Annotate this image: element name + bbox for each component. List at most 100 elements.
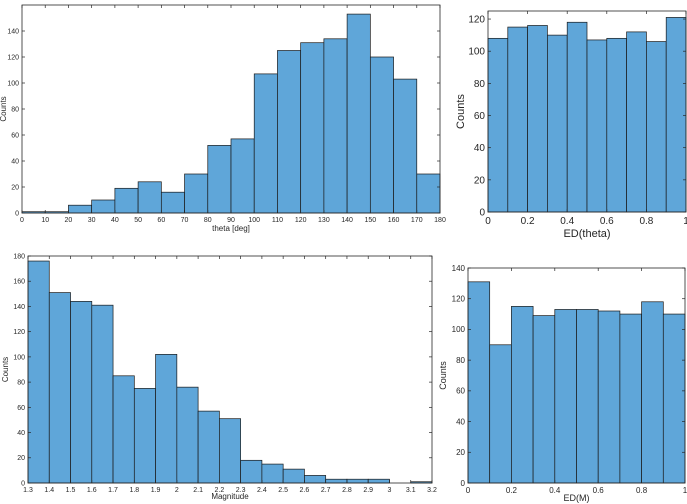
histogram-bar <box>566 21 588 213</box>
y-tick-label: 20 <box>17 455 25 462</box>
x-tick-label: 20 <box>65 217 73 224</box>
x-tick-label: 180 <box>434 217 446 224</box>
x-tick-label: 2.2 <box>215 487 225 494</box>
histogram-bar <box>576 309 599 484</box>
x-tick-label: 3.1 <box>406 487 416 494</box>
axes-box <box>487 10 687 213</box>
y-tick-label: 100 <box>468 47 485 58</box>
histogram-bar <box>369 56 394 214</box>
histogram-bar <box>184 173 209 214</box>
histogram-bar <box>282 468 305 484</box>
y-tick-label: 40 <box>11 158 19 165</box>
x-tick-label: 1.8 <box>129 487 139 494</box>
y-tick-label: 160 <box>13 279 25 286</box>
histogram-bar <box>91 199 116 214</box>
x-tick-label: 0.4 <box>560 216 574 227</box>
y-tick-label: 80 <box>17 380 25 387</box>
x-tick-label: 110 <box>272 217 283 224</box>
histogram-bar <box>416 173 441 214</box>
histogram-bar <box>547 34 568 213</box>
y-tick-label: 80 <box>456 356 465 365</box>
x-tick-label: 130 <box>318 217 330 224</box>
histogram-bar <box>532 315 556 484</box>
histogram-bar <box>554 309 577 484</box>
y-tick-label: 140 <box>13 304 25 311</box>
x-tick-label: 2.6 <box>300 487 310 494</box>
x-tick-label: 2.5 <box>278 487 288 494</box>
histogram-bar <box>253 73 278 214</box>
histogram-bar <box>467 281 491 484</box>
y-tick-label: 60 <box>474 111 486 122</box>
y-tick-label: 100 <box>452 325 466 334</box>
histogram-bar <box>137 181 162 214</box>
x-tick-label: 3.2 <box>427 487 437 494</box>
axes-box <box>27 255 433 484</box>
histogram-bar <box>367 478 390 484</box>
histogram-bar <box>304 475 327 484</box>
y-tick-label: 20 <box>474 175 486 186</box>
histogram-bar <box>487 37 509 213</box>
y-tick-label: 80 <box>11 106 19 113</box>
y-tick-label: 100 <box>7 80 19 87</box>
x-tick-label: 0.2 <box>506 486 518 495</box>
histogram-bar <box>207 145 232 214</box>
y-tick-label: 140 <box>7 28 19 35</box>
x-tick-label: 2.3 <box>236 487 246 494</box>
x-tick-label: 1.4 <box>44 487 54 494</box>
histogram-bar <box>626 31 647 213</box>
histogram-bar <box>48 292 71 484</box>
y-tick-label: 40 <box>474 143 486 154</box>
x-tick-label: 0.2 <box>521 216 535 227</box>
x-tick-label: 2.8 <box>342 487 352 494</box>
y-tick-label: 60 <box>11 132 19 139</box>
histogram-bar <box>662 313 686 484</box>
x-tick-label: 2.7 <box>321 487 331 494</box>
y-tick-label: 0 <box>479 208 485 219</box>
histogram-bar <box>91 304 114 484</box>
y-tick-label: 40 <box>456 417 465 426</box>
x-tick-label: 40 <box>111 217 119 224</box>
x-tick-label: 1 <box>683 216 687 227</box>
x-tick-label: 90 <box>227 217 235 224</box>
histogram-bar <box>112 375 135 484</box>
y-tick-label: 120 <box>13 329 25 336</box>
x-tick-label: 0.6 <box>600 216 614 227</box>
axes-box <box>467 267 686 484</box>
histogram-bar <box>586 39 608 213</box>
histogram-bar <box>240 459 263 484</box>
histogram-bar <box>606 37 627 213</box>
x-tick-label: 1.5 <box>66 487 76 494</box>
x-tick-label: 0.4 <box>549 486 561 495</box>
y-tick-label: 140 <box>452 264 466 273</box>
x-tick-label: 70 <box>181 217 189 224</box>
chart-panel-1: 0 10 20 30 40 50 60 70 80 90 100 110 120 130 140 150 160… <box>0 4 446 233</box>
x-tick-label: 1.9 <box>151 487 161 494</box>
histogram-bar <box>300 42 325 214</box>
histogram-bar <box>160 191 185 214</box>
y-tick-label: 180 <box>13 253 25 260</box>
chart-panel-4: 0 0.2 0.4 0.6 0.8 1 0 20 40 60 80 100 120 140 ED(M) Cou… <box>438 264 687 503</box>
histogram-bar <box>155 354 178 484</box>
histogram-bar <box>70 301 93 484</box>
x-tick-label: 0 <box>20 217 24 224</box>
x-tick-label: 0.8 <box>639 216 653 227</box>
y-tick-label: 0 <box>461 479 466 488</box>
x-tick-label: 1 <box>683 486 687 495</box>
x-tick-label: 120 <box>295 217 307 224</box>
y-tick-label: 20 <box>456 448 465 457</box>
histogram-bar <box>641 301 664 484</box>
y-tick-label: 20 <box>11 184 19 191</box>
y-axis-label: Counts <box>455 94 467 129</box>
y-axis-label: Counts <box>0 96 8 121</box>
x-tick-label: 140 <box>341 217 353 224</box>
histogram-bar <box>393 78 418 214</box>
x-tick-label: 2.4 <box>257 487 267 494</box>
x-axis-label: Magnitude <box>211 492 249 501</box>
histogram-bar <box>323 38 348 214</box>
x-axis-label: theta [deg] <box>212 224 250 233</box>
y-tick-label: 40 <box>17 430 25 437</box>
x-tick-label: 3 <box>388 487 392 494</box>
histogram-bar <box>68 204 93 214</box>
histogram-bar <box>114 187 139 214</box>
